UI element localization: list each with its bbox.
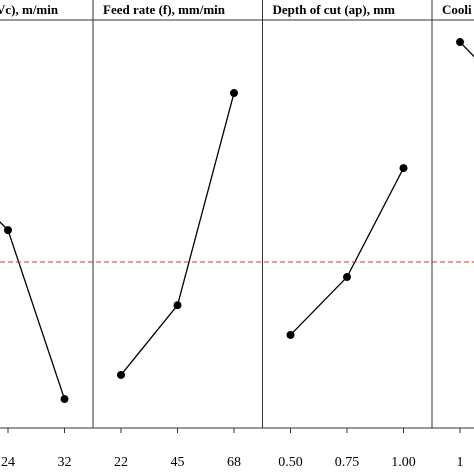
- x-tick-label: 68: [227, 455, 241, 470]
- point: [456, 38, 464, 47]
- effect-line: [0, 221, 66, 400]
- point: [173, 301, 182, 310]
- x-tick-label: 45: [171, 455, 185, 470]
- panel-title: Feed rate (f), mm/min: [103, 2, 226, 17]
- x-tick-label: 32: [58, 455, 72, 470]
- effect-line: [120, 92, 235, 376]
- point: [117, 370, 125, 379]
- point: [399, 164, 408, 173]
- point: [4, 226, 12, 235]
- point: [230, 89, 238, 98]
- point: [343, 273, 351, 282]
- point: [286, 330, 295, 339]
- panel-title: Cooli: [442, 2, 472, 17]
- panel-title: Vc), m/min: [0, 2, 59, 17]
- x-tick-label: 1: [457, 455, 464, 470]
- x-tick-label: 0.50: [278, 455, 303, 470]
- panel-title: Depth of cut (ap), mm: [273, 2, 396, 17]
- x-tick-label: 24: [1, 455, 15, 470]
- x-tick-label: 0.75: [335, 455, 360, 470]
- point: [60, 395, 69, 404]
- effect-line: [290, 167, 405, 336]
- x-tick-label: 1.00: [391, 455, 416, 470]
- x-tick-label: 22: [114, 455, 128, 470]
- effect-line: [459, 41, 474, 58]
